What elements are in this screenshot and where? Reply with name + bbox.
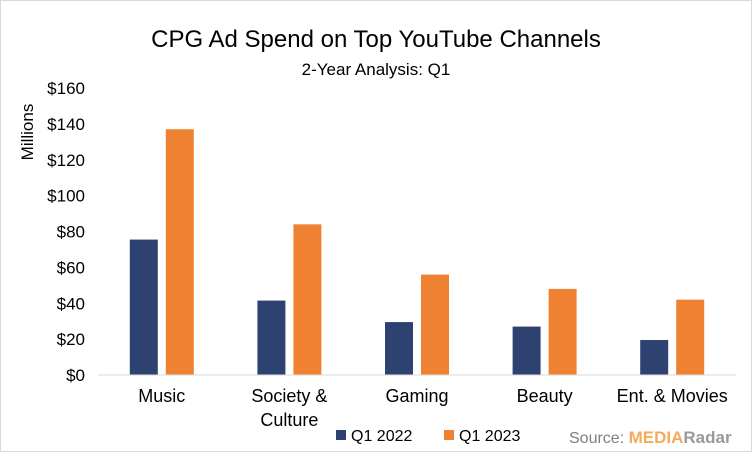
- y-tick-label: $120: [47, 151, 85, 170]
- category-label: Beauty: [517, 386, 573, 406]
- bar-q1-2023: [421, 274, 449, 375]
- category-label: Gaming: [385, 386, 448, 406]
- y-tick-label: $100: [47, 187, 85, 206]
- bar-q1-2022: [640, 340, 669, 375]
- source-credit: Source: MEDIARadar: [569, 428, 732, 447]
- y-tick-label: $80: [57, 223, 85, 242]
- bars-group: [129, 129, 705, 375]
- category-labels: Music Society & Culture Gaming Beauty Ent. & …: [138, 386, 727, 430]
- legend-swatch: [336, 430, 346, 440]
- brand-media: MEDIA: [629, 428, 684, 447]
- y-axis-label: Millions: [18, 104, 37, 161]
- bar-q1-2022: [512, 326, 541, 375]
- category-label: Society &: [251, 386, 327, 406]
- bar-q1-2022: [257, 300, 286, 375]
- legend-label: Q1 2022: [351, 428, 412, 445]
- category-label: Music: [138, 386, 185, 406]
- bar-q1-2022: [385, 322, 413, 375]
- category-label: Culture: [260, 410, 318, 430]
- chart-subtitle: 2-Year Analysis: Q1: [302, 60, 451, 79]
- legend: Q1 2022 Q1 2023: [336, 428, 520, 445]
- y-axis-ticks: $0 $20 $40 $60 $80 $100 $120 $140 $160: [47, 79, 85, 385]
- source-prefix: Source:: [569, 430, 629, 447]
- legend-swatch: [444, 430, 454, 440]
- brand-radar: Radar: [683, 428, 732, 447]
- y-tick-label: $140: [47, 115, 85, 134]
- y-tick-label: $40: [57, 294, 85, 313]
- chart-title: CPG Ad Spend on Top YouTube Channels: [151, 26, 601, 53]
- legend-label: Q1 2023: [459, 428, 520, 445]
- bar-q1-2023: [165, 129, 194, 375]
- y-tick-label: $60: [57, 258, 85, 277]
- bar-q1-2023: [548, 288, 577, 375]
- bar-q1-2023: [676, 299, 705, 375]
- bar-q1-2023: [293, 224, 322, 375]
- bar-q1-2022: [129, 239, 158, 375]
- y-tick-label: $160: [47, 79, 85, 98]
- y-tick-label: $0: [66, 366, 85, 385]
- category-label: Ent. & Movies: [617, 386, 728, 406]
- y-tick-label: $20: [57, 330, 85, 349]
